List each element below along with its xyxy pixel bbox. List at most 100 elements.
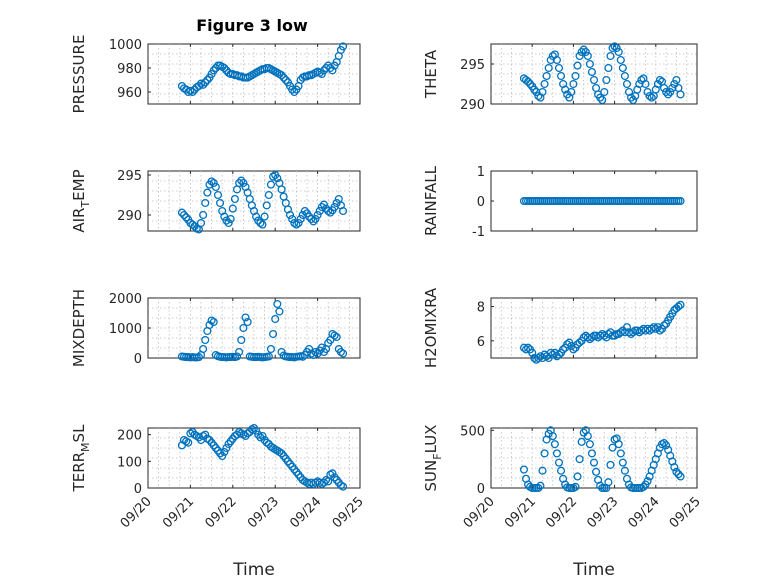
- data-point: [554, 350, 564, 359]
- data-point: [629, 95, 638, 105]
- data-point: [608, 443, 617, 452]
- data-point: [556, 466, 566, 475]
- data-point: [199, 344, 208, 354]
- data-point: [596, 93, 605, 102]
- data-point: [534, 353, 543, 363]
- data-point: [203, 188, 212, 197]
- data-point: [262, 201, 271, 210]
- data-point: [571, 71, 580, 81]
- x-axis-label: Time: [572, 560, 615, 580]
- data-point: [559, 345, 568, 354]
- data-point: [655, 326, 664, 335]
- data-point: [201, 335, 210, 345]
- data-point: [326, 208, 335, 217]
- data-point: [637, 75, 646, 85]
- data-point: [330, 331, 339, 340]
- y-tick-label: 500: [460, 424, 485, 439]
- data-point: [620, 71, 629, 81]
- data-point: [290, 218, 299, 228]
- y-tick-label: 0: [134, 352, 142, 367]
- data-point: [305, 344, 314, 354]
- data-point: [194, 353, 203, 362]
- y-tick-label: 290: [117, 209, 142, 224]
- data-point: [241, 313, 250, 322]
- data-point: [530, 85, 539, 94]
- data-point: [277, 71, 286, 80]
- data-point: [338, 482, 348, 491]
- data-point: [538, 466, 547, 475]
- data-point: [540, 449, 549, 458]
- y-axis-label-main: AIR: [70, 208, 88, 233]
- data-point: [264, 190, 273, 200]
- y-axis-label-rest: EMP: [70, 169, 88, 200]
- figure-title: Figure 3 low: [196, 16, 308, 35]
- data-point: [604, 478, 613, 487]
- data-point: [643, 87, 652, 97]
- data-point: [338, 349, 348, 358]
- data-point: [317, 343, 326, 352]
- data-point: [639, 482, 648, 491]
- data-point: [610, 42, 619, 51]
- data-point: [552, 55, 561, 65]
- data-point: [184, 438, 193, 447]
- data-point: [662, 441, 671, 450]
- x-axis-label: Time: [232, 560, 275, 580]
- data-point: [207, 177, 216, 186]
- data-point: [194, 81, 203, 91]
- data-point: [521, 75, 531, 85]
- y-tick-label: 960: [117, 86, 142, 101]
- data-point: [201, 198, 210, 208]
- data-point: [616, 328, 625, 337]
- data-point: [288, 214, 297, 224]
- data-point: [224, 218, 233, 228]
- data-point: [548, 432, 557, 441]
- data-point: [300, 206, 309, 216]
- data-point: [277, 185, 286, 194]
- data-point: [602, 75, 611, 85]
- data-point: [209, 66, 218, 75]
- data-point: [328, 66, 337, 75]
- data-point: [622, 79, 632, 89]
- data-point: [273, 174, 282, 183]
- data-point: [182, 213, 191, 222]
- data-point: [294, 218, 303, 228]
- data-point: [550, 440, 559, 449]
- data-point: [600, 331, 609, 340]
- data-point: [243, 317, 252, 327]
- data-point: [659, 83, 669, 93]
- data-point: [338, 206, 348, 216]
- y-tick-label: 2000: [109, 292, 142, 307]
- y-tick-label: 200: [117, 429, 142, 444]
- data-point: [552, 449, 561, 458]
- subplot-3: 290 295 AIRTEMP: [70, 169, 361, 234]
- data-point: [260, 212, 269, 221]
- data-point: [521, 345, 531, 354]
- y-axis-label: H2OMIXRA: [422, 287, 440, 368]
- data-point: [519, 465, 529, 474]
- y-tick-label: 0: [477, 195, 485, 210]
- data-point: [606, 460, 615, 469]
- axes-box: [490, 170, 698, 232]
- y-axis-label: MIXDEPTH: [70, 289, 88, 367]
- data-point: [309, 217, 318, 226]
- data-point: [207, 316, 216, 325]
- y-axis-label-main: TERR: [70, 452, 88, 493]
- data-point: [587, 67, 596, 77]
- data-point: [653, 79, 662, 89]
- data-point: [209, 178, 218, 188]
- y-axis-label: TERRMSL: [70, 424, 92, 493]
- data-point: [618, 458, 627, 467]
- data-point: [575, 455, 584, 464]
- data-point: [534, 91, 543, 101]
- data-point: [573, 61, 582, 70]
- data-point: [196, 218, 206, 228]
- data-point: [290, 87, 299, 97]
- data-point: [548, 51, 557, 61]
- data-point: [664, 90, 673, 99]
- data-point: [534, 483, 543, 493]
- data-point: [179, 210, 189, 220]
- data-point: [201, 78, 210, 87]
- data-point: [336, 347, 345, 357]
- data-point: [524, 77, 533, 86]
